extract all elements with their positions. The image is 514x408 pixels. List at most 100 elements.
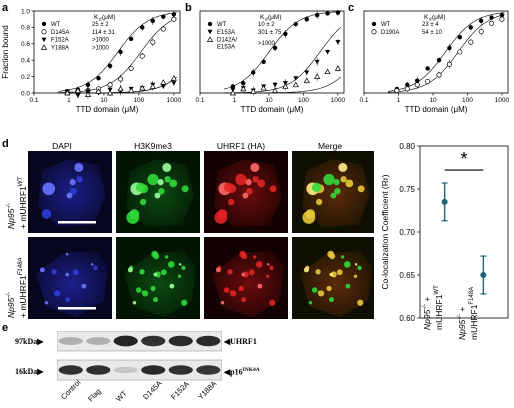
data-point-a-2 (171, 81, 177, 86)
data-point-a-3 (106, 89, 114, 96)
fluorescent-spot (215, 267, 221, 273)
binding-panel-b: 0.1 1 10 100 1000 TTD domain (μM) K d (μM) WT 10 ±… (195, 9, 346, 114)
data-point-c-1 (499, 16, 505, 22)
fluorescent-spot (65, 272, 70, 277)
micro-tile-uhrf1-row1 (204, 151, 288, 233)
data-point-c-1 (394, 87, 400, 94)
fluorescent-spot (169, 283, 175, 289)
fluorescent-spot (245, 179, 252, 186)
data-point-c-1 (468, 39, 474, 45)
kd-header-a: K (94, 14, 99, 21)
x-tick-label-a: 10 (100, 97, 108, 104)
data-point-c-1 (425, 78, 431, 85)
data-point-c-0 (478, 18, 484, 24)
coloc-cat1-c-sup: WT (433, 285, 440, 295)
band-label-p16-sup: INK4A (242, 367, 260, 373)
fluorescent-spot (228, 198, 235, 206)
x-axis-label-a: TTD domain (μM) (76, 105, 139, 114)
fluorescent-spot (178, 263, 182, 266)
data-point-a-1 (150, 39, 156, 45)
size-marker-97: 97kDa▶ (15, 337, 44, 346)
fluorescent-spot (311, 287, 318, 293)
fluorescent-spot (329, 272, 334, 277)
data-point-b-0 (241, 80, 246, 86)
micro-tile-merge-row1 (292, 151, 374, 233)
data-point-a-0 (128, 36, 134, 42)
legend-marker-a-1 (41, 29, 47, 35)
fit-curve-a-1 (58, 17, 177, 93)
data-point-b-0 (283, 31, 288, 37)
fluorescent-spot (81, 283, 87, 289)
kd-header-sub-a: d (99, 17, 102, 22)
y-tick-label-a: 0.8 (21, 25, 30, 32)
micro-tile-merge-row2 (292, 237, 374, 319)
kd-header-sub-b: d (265, 17, 268, 22)
coloc-cat1-a: Np95 (421, 309, 432, 330)
microscopy-grid (28, 151, 374, 319)
fluorescent-spot (135, 182, 146, 193)
scale-bar (58, 221, 96, 224)
data-point-a-1 (107, 82, 113, 88)
coloc-cat1-label: Np95-/- + mUHRF1WT (420, 285, 444, 330)
band-label-p16: ◀p16INK4A (224, 367, 260, 377)
x-tick-label-b: 10 (265, 97, 273, 104)
legend-marker-c-0 (371, 21, 377, 27)
x-tick-label-b: 1000 (331, 97, 346, 104)
fluorescent-spot (311, 182, 322, 193)
fluorescent-spot (329, 253, 336, 260)
fluorescent-spot (257, 179, 266, 188)
data-point-b-1 (314, 59, 320, 65)
fluorescent-spot (51, 269, 57, 275)
fluorescent-spot (220, 300, 225, 305)
fluorescent-spot (302, 211, 316, 224)
legend-name-a-0: WT (51, 22, 61, 28)
data-point-a-3 (84, 91, 92, 97)
coloc-y-tick-label: 0.60 (399, 314, 415, 323)
band-label-uhrf1: ◀UHRF1 (224, 337, 257, 346)
micro-tile-uhrf1-row2 (204, 237, 288, 319)
data-point-b-1 (325, 50, 331, 55)
data-point-a-3 (95, 88, 102, 94)
fluorescent-spot (167, 261, 175, 268)
data-point-b-0 (251, 70, 256, 75)
legend-name-a-3: Y188A (51, 45, 69, 51)
fluorescent-spot (340, 176, 347, 183)
row-label-f148a: Np95-/- + mUHRF1F148A (4, 233, 28, 318)
legend-marker-a-0 (41, 21, 47, 27)
lane-label: F152A (168, 379, 191, 402)
fluorescent-spot (329, 297, 335, 303)
fluorescent-spot (164, 176, 171, 183)
y-axis-label: Fraction bound (1, 25, 10, 78)
kd-header-c: K (424, 14, 429, 21)
data-point-c-1 (436, 72, 442, 78)
legend-marker-a-3 (40, 44, 48, 50)
fit-curve-c-0 (388, 12, 505, 92)
x-tick-label-c: 0.1 (359, 97, 368, 104)
lane-label: Flag (86, 386, 103, 404)
lane-label: D145A (141, 378, 164, 402)
data-point-b-2 (314, 73, 321, 79)
fluorescent-spot (357, 299, 364, 306)
row-label-f148a-b-sup: F148A (17, 257, 24, 276)
western-blot (57, 331, 222, 381)
fluorescent-spot (72, 269, 79, 276)
fluorescent-spot (357, 185, 365, 193)
fluorescent-spot (241, 297, 247, 303)
fluorescent-spot (39, 267, 45, 273)
band-uhrf1 (196, 335, 221, 347)
fluorescent-spot (154, 271, 161, 278)
fit-curve-a-0 (58, 12, 177, 92)
legend-kd-a-2: >1000 (92, 38, 110, 44)
x-tick-label-c: 100 (462, 97, 473, 104)
row-label-wt-a-sup: -/- (6, 203, 12, 209)
fluorescent-spot (246, 188, 253, 195)
data-point-c-1 (478, 28, 484, 35)
fluorescent-spot (333, 179, 340, 186)
fluorescent-spot (126, 211, 140, 224)
x-tick-label-b: 100 (298, 97, 309, 104)
kd-header-unit-a: (μM) (102, 14, 116, 21)
data-point-a-0 (118, 49, 123, 55)
x-tick-label-a: 1000 (167, 97, 182, 104)
legend-kd-a-0: 25 ± 2 (92, 22, 109, 28)
data-point-a-1 (171, 16, 177, 22)
